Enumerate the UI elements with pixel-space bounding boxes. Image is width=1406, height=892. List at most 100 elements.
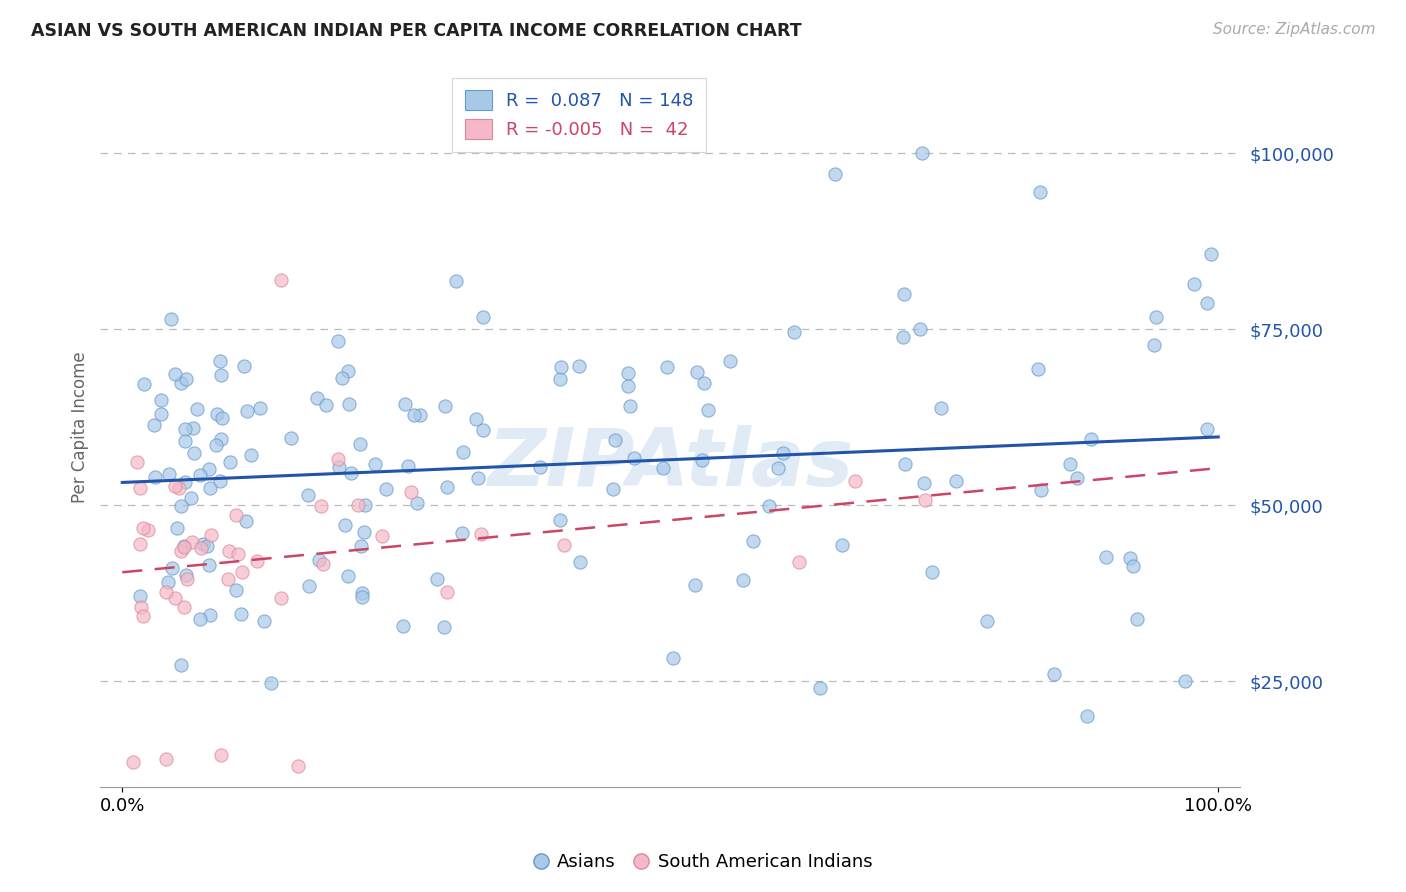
Point — [808, 681, 831, 696]
Point — [270, 591, 292, 605]
Point — [297, 488, 319, 502]
Point — [181, 534, 204, 549]
Point — [240, 449, 263, 463]
Point — [548, 371, 571, 385]
Point — [529, 460, 551, 475]
Point — [173, 540, 195, 554]
Point — [1043, 667, 1066, 681]
Point — [260, 676, 283, 690]
Point — [330, 371, 353, 385]
Point — [426, 572, 449, 586]
Point — [766, 461, 789, 475]
Point — [149, 392, 172, 407]
Point — [173, 475, 195, 489]
Point — [337, 569, 360, 583]
Point — [617, 366, 640, 380]
Point — [605, 433, 627, 447]
Point — [921, 565, 943, 579]
Point — [399, 484, 422, 499]
Point — [198, 481, 221, 495]
Point — [742, 533, 765, 548]
Point — [308, 553, 330, 567]
Point — [340, 467, 363, 481]
Point — [218, 544, 240, 558]
Point — [195, 539, 218, 553]
Point — [690, 453, 713, 467]
Point — [129, 600, 152, 615]
Point — [129, 481, 152, 495]
Point — [208, 354, 231, 368]
Point — [444, 274, 467, 288]
Point — [831, 538, 853, 552]
Point — [326, 334, 349, 349]
Point — [188, 612, 211, 626]
Point — [548, 513, 571, 527]
Point — [655, 359, 678, 374]
Point — [169, 376, 191, 390]
Point — [364, 457, 387, 471]
Point — [434, 399, 457, 413]
Point — [174, 372, 197, 386]
Point — [209, 474, 232, 488]
Point — [394, 397, 416, 411]
Point — [165, 591, 187, 606]
Point — [155, 752, 177, 766]
Point — [280, 431, 302, 445]
Point — [406, 496, 429, 510]
Y-axis label: Per Capita Income: Per Capita Income — [72, 351, 89, 503]
Point — [553, 538, 575, 552]
Point — [180, 491, 202, 506]
Point — [198, 608, 221, 623]
Point — [1031, 483, 1053, 497]
Point — [1197, 296, 1219, 310]
Point — [170, 499, 193, 513]
Point — [911, 146, 934, 161]
Point — [131, 521, 153, 535]
Point — [136, 523, 159, 537]
Point — [1126, 612, 1149, 626]
Point — [143, 470, 166, 484]
Point — [174, 568, 197, 582]
Text: Source: ZipAtlas.com: Source: ZipAtlas.com — [1212, 22, 1375, 37]
Point — [163, 479, 186, 493]
Point — [198, 558, 221, 573]
Point — [1076, 709, 1098, 723]
Point — [127, 455, 149, 469]
Text: ASIAN VS SOUTH AMERICAN INDIAN PER CAPITA INCOME CORRELATION CHART: ASIAN VS SOUTH AMERICAN INDIAN PER CAPIT… — [31, 22, 801, 40]
Point — [181, 421, 204, 435]
Point — [190, 541, 212, 556]
Point — [467, 471, 489, 485]
Point — [209, 432, 232, 446]
Point — [568, 359, 591, 373]
Point — [174, 422, 197, 436]
Point — [143, 417, 166, 432]
Point — [311, 557, 333, 571]
Legend: Asians, South American Indians: Asians, South American Indians — [527, 847, 879, 879]
Point — [945, 475, 967, 489]
Point — [193, 537, 215, 551]
Point — [350, 540, 373, 554]
Point — [472, 423, 495, 437]
Point — [232, 359, 254, 373]
Point — [253, 614, 276, 628]
Point — [619, 399, 641, 413]
Point — [155, 584, 177, 599]
Point — [167, 482, 190, 496]
Point — [693, 376, 716, 391]
Point — [204, 438, 226, 452]
Point — [183, 446, 205, 460]
Point — [392, 619, 415, 633]
Point — [226, 548, 249, 562]
Point — [328, 460, 350, 475]
Point — [129, 590, 152, 604]
Point — [1174, 674, 1197, 689]
Point — [1184, 277, 1206, 291]
Point — [472, 310, 495, 324]
Point — [1122, 559, 1144, 574]
Point — [396, 459, 419, 474]
Point — [686, 365, 709, 379]
Point — [353, 525, 375, 540]
Point — [209, 368, 232, 383]
Point — [371, 529, 394, 543]
Point — [436, 585, 458, 599]
